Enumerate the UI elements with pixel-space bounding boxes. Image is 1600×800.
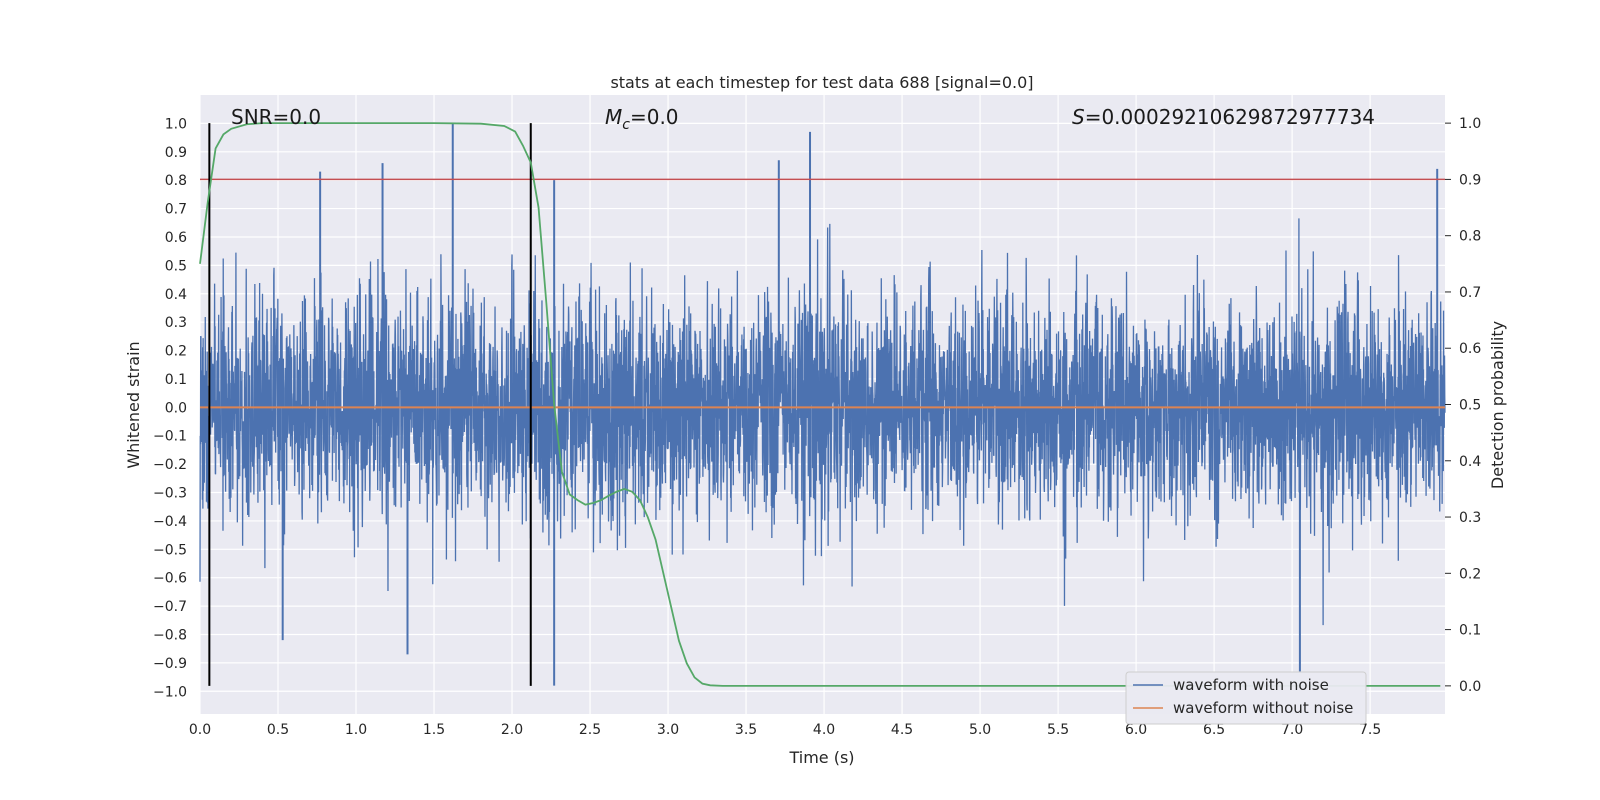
x-tick-label: 3.5 bbox=[735, 722, 757, 738]
y-tick-label-left: −0.4 bbox=[153, 514, 187, 530]
series-lines bbox=[199, 122, 1445, 687]
y-tick-label-right: 0.4 bbox=[1459, 454, 1481, 470]
y-tick-label-right: 0.0 bbox=[1459, 679, 1481, 695]
y-tick-label-left: −1.0 bbox=[153, 684, 187, 700]
y-tick-label-left: −0.9 bbox=[153, 656, 187, 672]
series-waveform-with-noise bbox=[199, 123, 1446, 686]
y-tick-label-left: 0.2 bbox=[165, 344, 187, 360]
x-tick-label: 4.5 bbox=[891, 722, 913, 738]
x-axis-label: Time (s) bbox=[788, 748, 854, 767]
x-tick-label: 5.0 bbox=[969, 722, 991, 738]
x-tick-label: 0.5 bbox=[267, 722, 289, 738]
y-tick-label-right: 0.3 bbox=[1459, 510, 1481, 526]
y-tick-label-left: −0.3 bbox=[153, 486, 187, 502]
y-tick-label-left: −0.6 bbox=[153, 571, 187, 587]
y-tick-label-left: −0.2 bbox=[153, 457, 187, 473]
y-tick-label-right: 1.0 bbox=[1459, 116, 1481, 132]
y-tick-label-right: 0.5 bbox=[1459, 398, 1481, 414]
y-tick-label-left: 0.9 bbox=[165, 145, 187, 161]
y-tick-label-left: −0.7 bbox=[153, 599, 187, 615]
y-tick-label-left: 0.6 bbox=[165, 230, 187, 246]
detection-probability-line bbox=[199, 122, 1441, 687]
y-tick-label-left: 0.0 bbox=[165, 400, 187, 416]
y-tick-label-left: 0.1 bbox=[165, 372, 187, 388]
y-tick-label-left: −0.1 bbox=[153, 429, 187, 445]
y-tick-label-right: 0.1 bbox=[1459, 623, 1481, 639]
y-tick-label-left: −0.8 bbox=[153, 627, 187, 643]
x-tick-label: 1.0 bbox=[345, 722, 367, 738]
x-tick-label: 2.0 bbox=[501, 722, 523, 738]
x-tick-label: 4.0 bbox=[813, 722, 835, 738]
legend-label-waveform-with-noise: waveform with noise bbox=[1173, 676, 1329, 694]
y-axis-label-right: Detection probability bbox=[1488, 321, 1507, 489]
x-tick-label: 1.5 bbox=[423, 722, 445, 738]
legend-box bbox=[1125, 671, 1367, 725]
y-tick-label-right: 0.6 bbox=[1459, 341, 1481, 357]
x-tick-label: 0.0 bbox=[189, 722, 211, 738]
chart-title: stats at each timestep for test data 688… bbox=[610, 73, 1033, 92]
legend: waveform with noise waveform without noi… bbox=[1125, 671, 1367, 725]
y-axis-label-left: Whitened strain bbox=[124, 341, 143, 468]
y-tick-label-left: 0.4 bbox=[165, 287, 187, 303]
y-tick-label-left: 0.8 bbox=[165, 173, 187, 189]
y-tick-label-right: 0.8 bbox=[1459, 229, 1481, 245]
x-tick-label: 7.5 bbox=[1359, 722, 1381, 738]
y-tick-label-left: 1.0 bbox=[165, 116, 187, 132]
annotation-snr: SNR=0.0 bbox=[231, 105, 321, 129]
x-tick-label: 2.5 bbox=[579, 722, 601, 738]
ticks: 0.0 0.5 1.0 1.5 2.0 2.5 3.0 3.5 4.0 4.5 5.0 5.5 6.0 6… bbox=[153, 116, 1481, 738]
x-tick-label: 7.0 bbox=[1281, 722, 1303, 738]
x-tick-label: 3.0 bbox=[657, 722, 679, 738]
y-tick-label-left: 0.5 bbox=[165, 258, 187, 274]
y-tick-label-right: 0.2 bbox=[1459, 566, 1481, 582]
x-tick-label: 5.5 bbox=[1047, 722, 1069, 738]
annotation-mc: Mc=0.0 bbox=[605, 105, 679, 133]
y-tick-label-left: 0.3 bbox=[165, 315, 187, 331]
y-tick-label-left: 0.7 bbox=[165, 202, 187, 218]
x-tick-label: 6.5 bbox=[1203, 722, 1225, 738]
y-tick-label-right: 0.7 bbox=[1459, 285, 1481, 301]
y-tick-label-left: −0.5 bbox=[153, 542, 187, 558]
annotation-s: S=0.00029210629872977734 bbox=[1072, 105, 1375, 129]
legend-label-waveform-without-noise: waveform without noise bbox=[1173, 699, 1353, 717]
x-tick-label: 6.0 bbox=[1125, 722, 1147, 738]
y-tick-label-right: 0.9 bbox=[1459, 172, 1481, 188]
